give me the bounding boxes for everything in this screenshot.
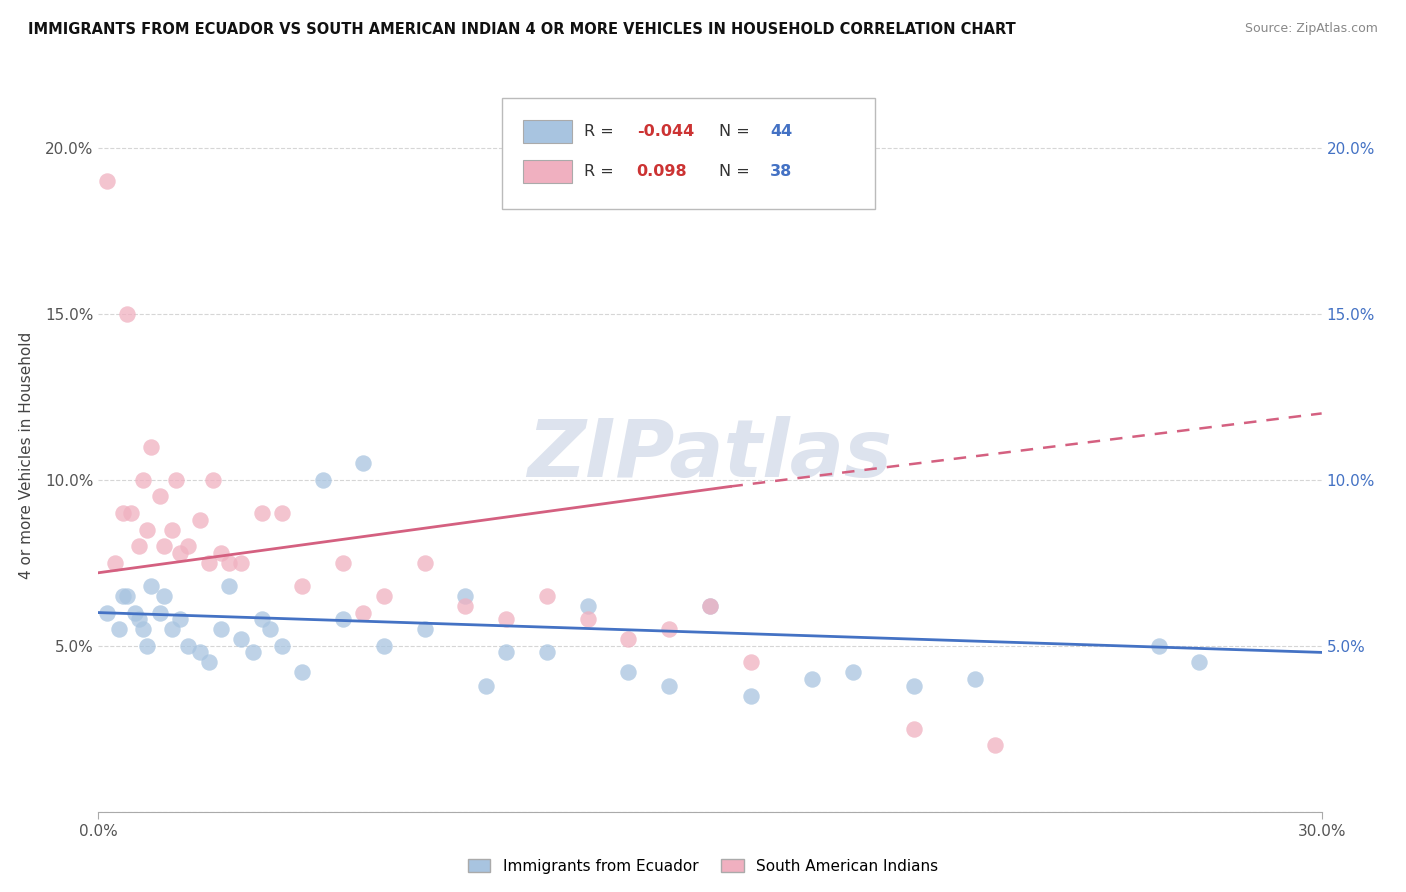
- Point: [495, 645, 517, 659]
- Point: [160, 622, 183, 636]
- Point: [413, 556, 436, 570]
- FancyBboxPatch shape: [502, 98, 875, 209]
- Point: [617, 665, 640, 680]
- Point: [454, 599, 477, 613]
- Point: [218, 579, 240, 593]
- Point: [332, 612, 354, 626]
- Point: [141, 440, 163, 454]
- Point: [231, 556, 253, 570]
- Point: [740, 656, 762, 670]
- Text: IMMIGRANTS FROM ECUADOR VS SOUTH AMERICAN INDIAN 4 OR MORE VEHICLES IN HOUSEHOLD: IMMIGRANTS FROM ECUADOR VS SOUTH AMERICA…: [28, 22, 1017, 37]
- Point: [270, 639, 294, 653]
- Point: [124, 606, 146, 620]
- Point: [242, 645, 264, 659]
- Point: [169, 612, 191, 626]
- Point: [149, 606, 172, 620]
- Text: 38: 38: [770, 164, 792, 179]
- Text: ZIPatlas: ZIPatlas: [527, 416, 893, 494]
- Point: [136, 523, 159, 537]
- Text: N =: N =: [718, 164, 755, 179]
- Bar: [523, 120, 572, 143]
- Point: [740, 689, 762, 703]
- Point: [152, 589, 174, 603]
- Point: [536, 645, 558, 659]
- Point: [128, 612, 150, 626]
- Point: [160, 523, 183, 537]
- Point: [474, 679, 498, 693]
- Point: [177, 639, 200, 653]
- Point: [104, 556, 127, 570]
- Point: [903, 722, 925, 736]
- Point: [96, 174, 118, 188]
- Point: [801, 672, 824, 686]
- Point: [270, 506, 294, 520]
- Legend: Immigrants from Ecuador, South American Indians: Immigrants from Ecuador, South American …: [461, 853, 945, 880]
- Point: [373, 639, 395, 653]
- Point: [209, 546, 232, 560]
- Point: [352, 456, 374, 470]
- Point: [699, 599, 721, 613]
- Point: [841, 665, 863, 680]
- Point: [495, 612, 517, 626]
- Point: [617, 632, 640, 647]
- Point: [454, 589, 477, 603]
- Point: [576, 612, 599, 626]
- Point: [658, 679, 681, 693]
- Point: [111, 506, 134, 520]
- Point: [312, 473, 335, 487]
- Point: [120, 506, 142, 520]
- Point: [259, 622, 281, 636]
- Point: [984, 739, 1007, 753]
- Point: [332, 556, 354, 570]
- Point: [373, 589, 395, 603]
- Point: [197, 556, 219, 570]
- Point: [132, 473, 155, 487]
- Text: Source: ZipAtlas.com: Source: ZipAtlas.com: [1244, 22, 1378, 36]
- Point: [108, 622, 131, 636]
- Point: [218, 556, 240, 570]
- Point: [141, 579, 163, 593]
- Point: [413, 622, 436, 636]
- Text: 0.098: 0.098: [637, 164, 688, 179]
- Point: [169, 546, 191, 560]
- Point: [250, 612, 273, 626]
- Point: [250, 506, 273, 520]
- Point: [903, 679, 925, 693]
- Point: [115, 307, 138, 321]
- Point: [536, 589, 558, 603]
- Point: [149, 490, 172, 504]
- Point: [96, 606, 118, 620]
- Point: [165, 473, 187, 487]
- Point: [352, 606, 374, 620]
- Point: [188, 645, 212, 659]
- Point: [152, 539, 174, 553]
- Point: [658, 622, 681, 636]
- Text: N =: N =: [718, 124, 755, 139]
- Point: [209, 622, 232, 636]
- Point: [128, 539, 150, 553]
- Point: [231, 632, 253, 647]
- Text: R =: R =: [583, 124, 619, 139]
- Y-axis label: 4 or more Vehicles in Household: 4 or more Vehicles in Household: [20, 331, 34, 579]
- Bar: [523, 161, 572, 183]
- Point: [115, 589, 138, 603]
- Point: [1188, 656, 1211, 670]
- Point: [111, 589, 134, 603]
- Point: [136, 639, 159, 653]
- Text: R =: R =: [583, 164, 619, 179]
- Point: [291, 579, 314, 593]
- Point: [188, 513, 212, 527]
- Point: [201, 473, 224, 487]
- Text: 44: 44: [770, 124, 792, 139]
- Point: [177, 539, 200, 553]
- Point: [1147, 639, 1170, 653]
- Point: [197, 656, 219, 670]
- Point: [576, 599, 599, 613]
- Point: [699, 599, 721, 613]
- Text: -0.044: -0.044: [637, 124, 695, 139]
- Point: [291, 665, 314, 680]
- Point: [965, 672, 987, 686]
- Point: [132, 622, 155, 636]
